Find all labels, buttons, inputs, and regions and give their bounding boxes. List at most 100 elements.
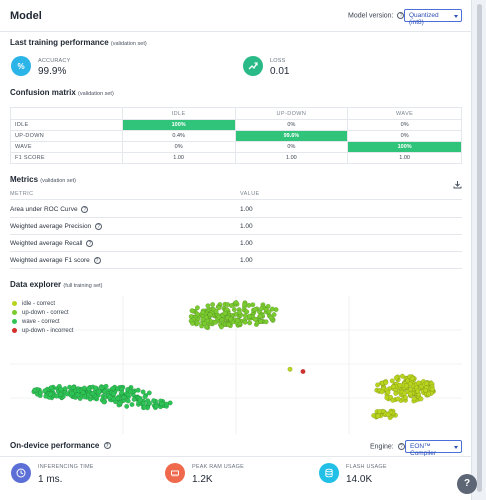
scatter-point-up-down-incorrect[interactable] [300, 368, 306, 374]
scatter-point-wave[interactable] [119, 390, 125, 396]
scatter-point-up-down[interactable] [235, 318, 241, 324]
scatter-point-up-down[interactable] [233, 299, 239, 305]
scatter-point-up-down[interactable] [194, 311, 200, 317]
scatter-point-idle[interactable] [407, 391, 413, 397]
scatter-point-up-down[interactable] [259, 305, 265, 311]
scatter-point-wave[interactable] [43, 393, 49, 399]
scatter-point-up-down[interactable] [200, 316, 206, 322]
data-explorer-plot[interactable] [10, 296, 462, 434]
scatter-point-wave[interactable] [86, 386, 92, 392]
scatter-point-wave[interactable] [121, 394, 127, 400]
scatter-point-up-down[interactable] [246, 302, 252, 308]
scatter-point-idle[interactable] [423, 387, 429, 393]
scatter-point-wave[interactable] [70, 384, 76, 390]
scatter-point-wave[interactable] [42, 388, 48, 394]
scatter-point-wave[interactable] [124, 403, 130, 409]
scatter-point-wave[interactable] [159, 401, 165, 407]
scatter-point-wave[interactable] [135, 387, 141, 393]
scatter-point-idle[interactable] [424, 380, 430, 386]
help-icon[interactable]: ? [397, 12, 405, 19]
scatter-point-wave[interactable] [153, 403, 159, 409]
scatter-point-up-down[interactable] [189, 320, 195, 326]
scatter-point-idle[interactable] [426, 391, 432, 397]
scatter-point-wave[interactable] [32, 387, 38, 393]
scatter-point-up-down[interactable] [218, 324, 224, 330]
legend-item[interactable]: up-down - correct [12, 309, 73, 318]
scatter-point-wave[interactable] [125, 398, 131, 404]
scatter-point-wave[interactable] [38, 390, 44, 396]
scatter-point-wave[interactable] [62, 386, 68, 392]
help-icon[interactable]: ? [93, 257, 101, 264]
scatter-point-idle[interactable] [403, 383, 409, 389]
scatter-point-idle[interactable] [390, 397, 396, 403]
scatter-point-up-down[interactable] [246, 313, 252, 319]
scatter-point-wave[interactable] [80, 389, 86, 395]
scatter-point-wave[interactable] [127, 389, 133, 395]
scatter-point-idle[interactable] [371, 412, 377, 418]
scatter-point-wave[interactable] [140, 389, 146, 395]
legend-item[interactable]: idle - correct [12, 300, 73, 309]
scatter-point-wave[interactable] [137, 397, 143, 403]
scatter-point-idle[interactable] [397, 382, 403, 388]
scatter-point-up-down[interactable] [210, 301, 216, 307]
scatter-point-up-down[interactable] [194, 305, 200, 311]
scatter-point-idle[interactable] [379, 389, 385, 395]
scatter-point-wave[interactable] [142, 394, 148, 400]
scatter-point-wave[interactable] [146, 390, 152, 396]
scatter-point-wave[interactable] [92, 385, 98, 391]
scatter-point-up-down[interactable] [189, 308, 195, 314]
help-icon[interactable]: ? [86, 240, 94, 247]
scatter-point-wave[interactable] [58, 386, 64, 392]
scatter-point-up-down[interactable] [213, 309, 219, 315]
scatter-point-up-down[interactable] [268, 315, 274, 321]
download-icon[interactable] [453, 176, 462, 194]
scatter-point-wave[interactable] [47, 391, 53, 397]
scatter-point-wave[interactable] [48, 385, 54, 391]
scatter-point-idle[interactable] [393, 375, 399, 381]
scatter-point-idle[interactable] [407, 381, 413, 387]
help-icon[interactable]: ? [397, 443, 405, 450]
scatter-point-idle[interactable] [418, 396, 424, 402]
scatter-point-up-down[interactable] [257, 313, 263, 319]
scatter-point-up-down[interactable] [258, 318, 264, 324]
scatter-point-wave[interactable] [107, 394, 113, 400]
scatter-point-up-down[interactable] [247, 320, 253, 326]
scatter-point-up-down[interactable] [205, 303, 211, 309]
scatter-point-wave[interactable] [117, 400, 123, 406]
scatter-point-wave[interactable] [75, 392, 81, 398]
scatter-point-wave[interactable] [110, 385, 116, 391]
scatter-point-wave[interactable] [115, 395, 121, 401]
scatter-point-up-down[interactable] [202, 320, 208, 326]
help-icon[interactable]: ? [81, 206, 89, 213]
scatter-point-up-down[interactable] [271, 312, 277, 318]
legend-item[interactable]: wave - correct [12, 318, 73, 327]
scatter-point-up-down[interactable] [242, 319, 248, 325]
scatter-point-idle[interactable] [395, 396, 401, 402]
scatter-point-up-down[interactable] [252, 306, 258, 312]
scatter-point-up-down[interactable] [263, 319, 269, 325]
scatter-point-idle[interactable] [383, 379, 389, 385]
scatter-point-up-down[interactable] [222, 310, 228, 316]
scatter-point-wave[interactable] [96, 389, 102, 395]
scatter-point-up-down[interactable] [216, 305, 222, 311]
scatter-point-wave[interactable] [129, 401, 135, 407]
help-icon[interactable]: ? [95, 223, 102, 230]
scatter-point-up-down[interactable] [195, 320, 201, 326]
scatter-point-wave[interactable] [90, 391, 96, 397]
scatter-point-idle[interactable] [415, 388, 421, 394]
scatter-point-wave[interactable] [99, 385, 105, 391]
scatter-point-wave[interactable] [147, 400, 153, 406]
scatter-point-idle[interactable] [375, 382, 381, 388]
scatter-point-up-down[interactable] [269, 306, 275, 312]
scatter-point-up-down[interactable] [244, 309, 250, 315]
scatter-point-up-down[interactable] [228, 303, 234, 309]
scatter-point-up-down[interactable] [207, 312, 213, 318]
scatter-point-up-down[interactable] [203, 314, 209, 320]
scatter-point-idle[interactable] [411, 396, 417, 402]
scatter-point-wave[interactable] [110, 391, 116, 397]
scatter-point-wave[interactable] [151, 398, 157, 404]
help-icon[interactable]: ? [103, 442, 111, 450]
scatter-point-wave[interactable] [101, 399, 107, 405]
scatter-point-up-down[interactable] [266, 309, 272, 315]
scatter-point-up-down[interactable] [241, 301, 247, 307]
